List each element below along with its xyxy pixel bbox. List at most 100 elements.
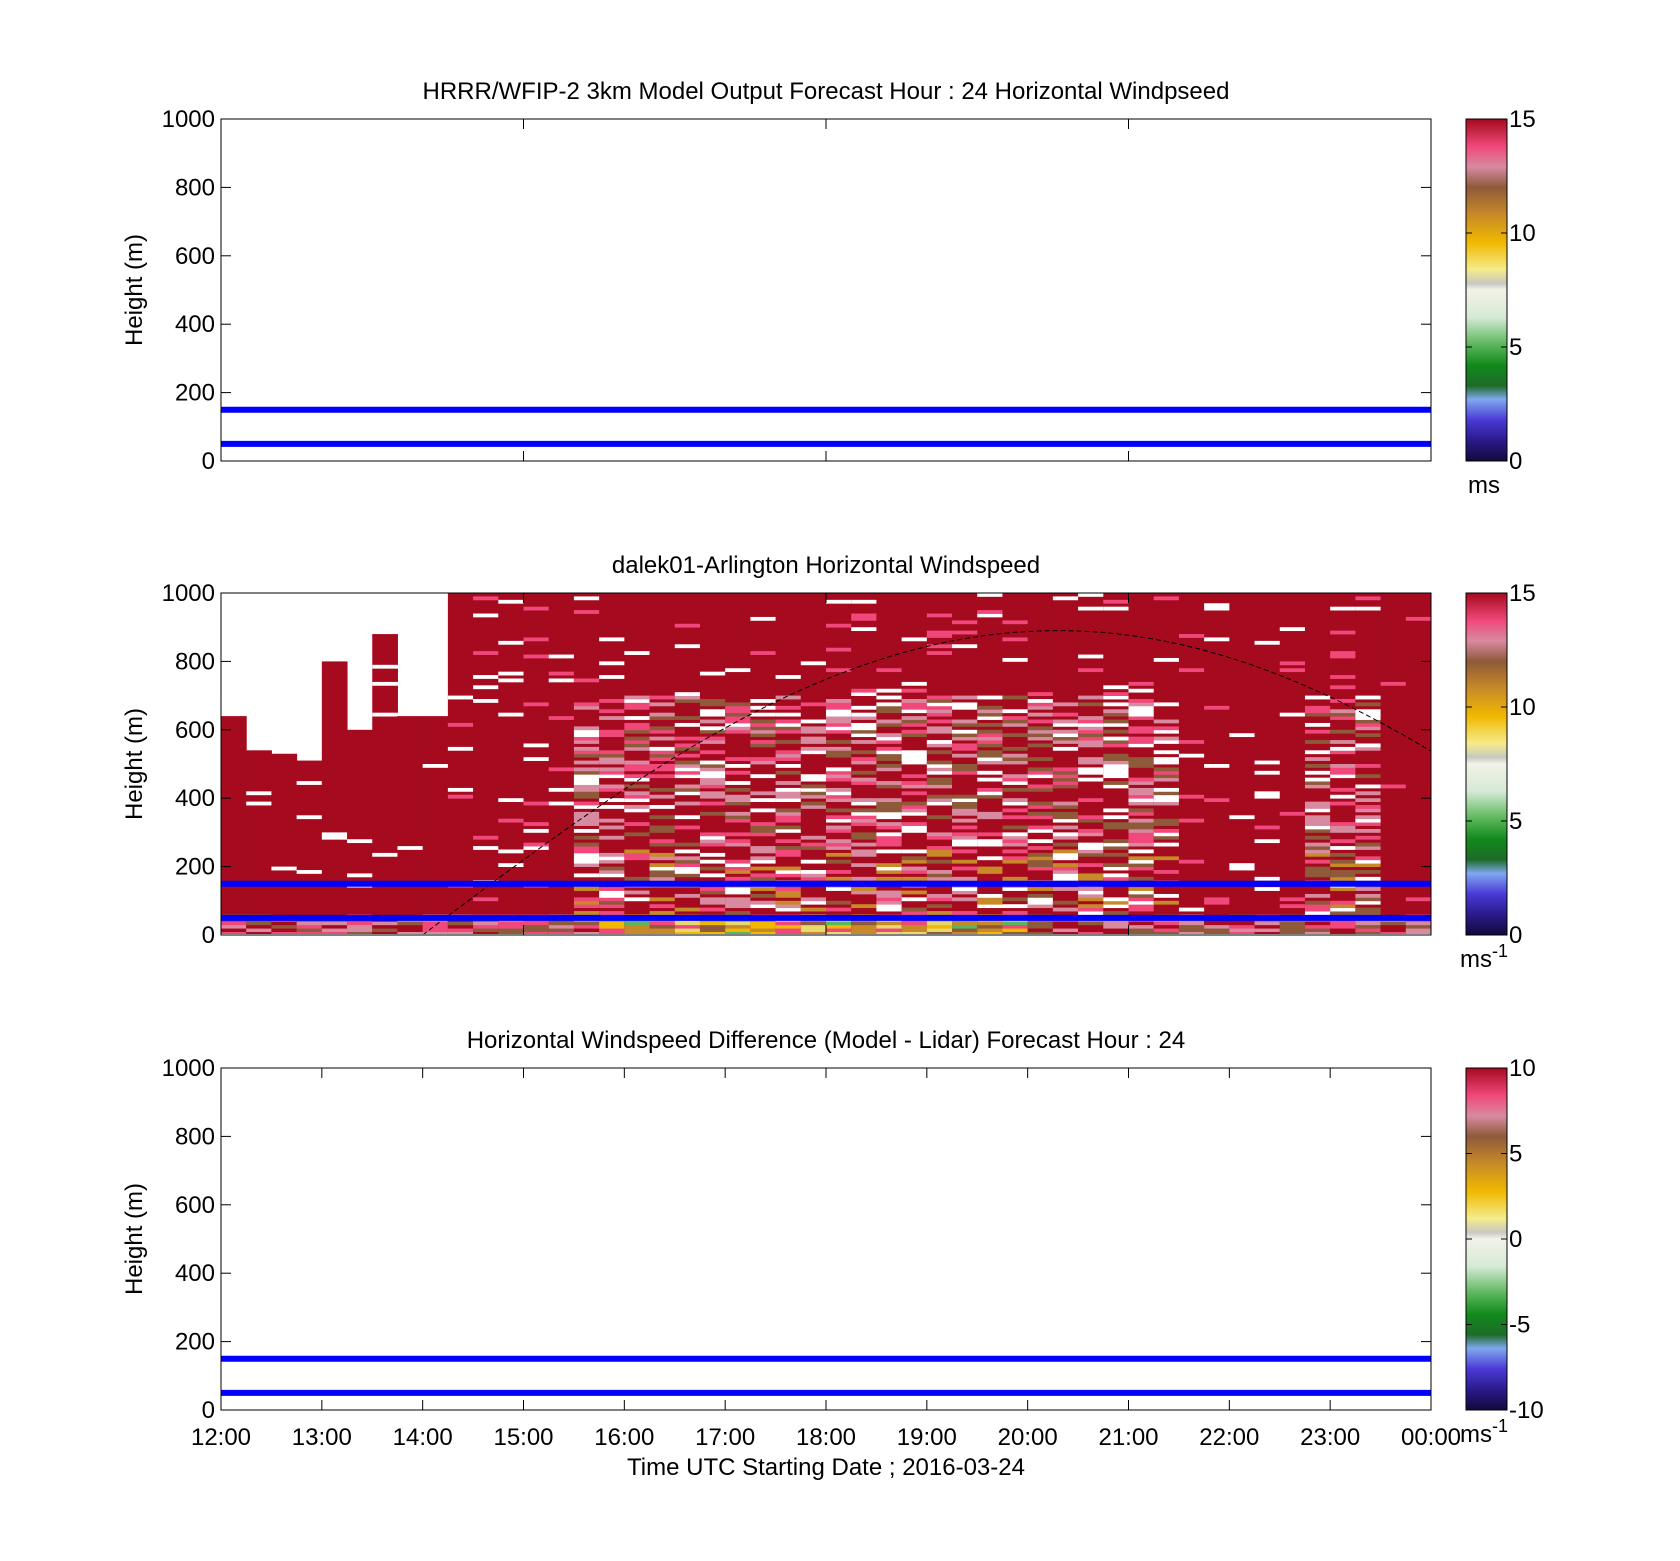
data-cell <box>1027 887 1054 891</box>
data-cell <box>876 764 903 768</box>
data-cell <box>699 900 726 905</box>
data-cell <box>699 712 726 717</box>
data-cell <box>977 757 1003 761</box>
data-cell <box>1279 921 1306 926</box>
data-cell <box>1027 729 1054 734</box>
data-cell <box>1254 770 1281 775</box>
data-cell <box>473 675 499 679</box>
data-cell <box>1153 828 1180 833</box>
data-cell <box>1229 921 1256 926</box>
data-cell <box>473 596 499 601</box>
data-cell <box>1103 767 1129 772</box>
data-cell <box>876 811 903 816</box>
data-cell <box>699 740 726 744</box>
data-cell <box>826 709 852 714</box>
data-cell <box>523 921 550 926</box>
data-cell <box>1128 736 1155 741</box>
data-cell <box>1052 852 1079 857</box>
data-cell <box>851 750 877 755</box>
data-cell <box>599 904 625 909</box>
data-cell <box>750 712 777 717</box>
data-cell <box>271 931 298 934</box>
data-cell <box>699 839 726 844</box>
data-cell <box>1153 794 1180 799</box>
data-cell <box>826 815 852 820</box>
data-cell <box>1330 828 1356 833</box>
data-cell <box>699 702 726 707</box>
data-cell <box>1355 808 1382 813</box>
data-cell <box>826 746 852 751</box>
data-cell <box>573 767 600 772</box>
data-cell <box>473 593 499 934</box>
data-cell <box>775 849 802 854</box>
data-cell <box>573 753 600 758</box>
data-cell <box>851 890 877 895</box>
data-cell <box>649 750 676 755</box>
data-cell <box>1052 842 1079 847</box>
data-cell <box>952 931 978 934</box>
data-cell <box>1153 822 1180 826</box>
data-cell <box>977 750 1003 755</box>
y-tick-label: 600 <box>175 243 215 270</box>
data-cell <box>599 767 625 772</box>
data-cell <box>851 863 877 867</box>
data-cell <box>775 753 802 758</box>
data-cell <box>1128 825 1155 830</box>
data-cell <box>599 787 625 792</box>
data-cell <box>901 681 928 686</box>
data-cell <box>221 931 247 934</box>
data-cell <box>826 699 852 703</box>
data-cell <box>1078 931 1104 934</box>
data-cell <box>347 924 373 929</box>
data-cell <box>624 767 651 772</box>
data-cell <box>977 712 1003 717</box>
data-cell <box>775 870 802 874</box>
data-cell <box>1254 931 1281 934</box>
data-cell <box>952 801 978 806</box>
data-cell <box>1254 928 1281 932</box>
data-cell <box>775 890 802 895</box>
data-cell <box>876 931 903 934</box>
data-cell <box>1330 746 1356 751</box>
data-cell <box>523 801 550 806</box>
data-cell <box>775 811 802 816</box>
data-cell <box>826 787 852 792</box>
data-cell <box>952 887 978 891</box>
data-cell <box>977 760 1003 765</box>
data-cell <box>1002 657 1029 662</box>
data-cell <box>1330 787 1356 792</box>
data-cell <box>1002 921 1029 926</box>
data-cell <box>397 846 424 850</box>
data-cell <box>1052 907 1079 912</box>
data-cell <box>800 928 827 932</box>
data-cell <box>1330 651 1356 655</box>
data-cell <box>1279 668 1306 673</box>
y-tick-label: 800 <box>175 174 215 201</box>
data-cell <box>1002 924 1029 929</box>
data-cell <box>750 760 777 765</box>
data-cell <box>573 900 600 905</box>
data-cell <box>296 928 323 932</box>
data-cell <box>649 866 676 871</box>
data-cell <box>1128 828 1155 833</box>
data-cell <box>1153 757 1180 761</box>
data-cell <box>826 719 852 724</box>
data-cell <box>1052 921 1079 926</box>
data-cell <box>952 729 978 734</box>
data-cell <box>725 921 751 926</box>
data-cell <box>1153 842 1180 847</box>
data-cell <box>1380 924 1407 929</box>
data-cell <box>977 709 1003 714</box>
data-cell <box>1078 702 1104 707</box>
data-cell <box>901 849 928 854</box>
data-cell <box>573 678 600 683</box>
data-cell <box>750 729 777 734</box>
data-cell <box>624 722 651 727</box>
colorbar-tick-label: 10 <box>1509 694 1536 721</box>
data-cell <box>1002 695 1029 700</box>
data-cell <box>1178 931 1205 934</box>
data-cell <box>876 805 903 809</box>
data-cell <box>826 770 852 775</box>
data-cell <box>800 805 827 809</box>
data-cell <box>876 849 903 854</box>
